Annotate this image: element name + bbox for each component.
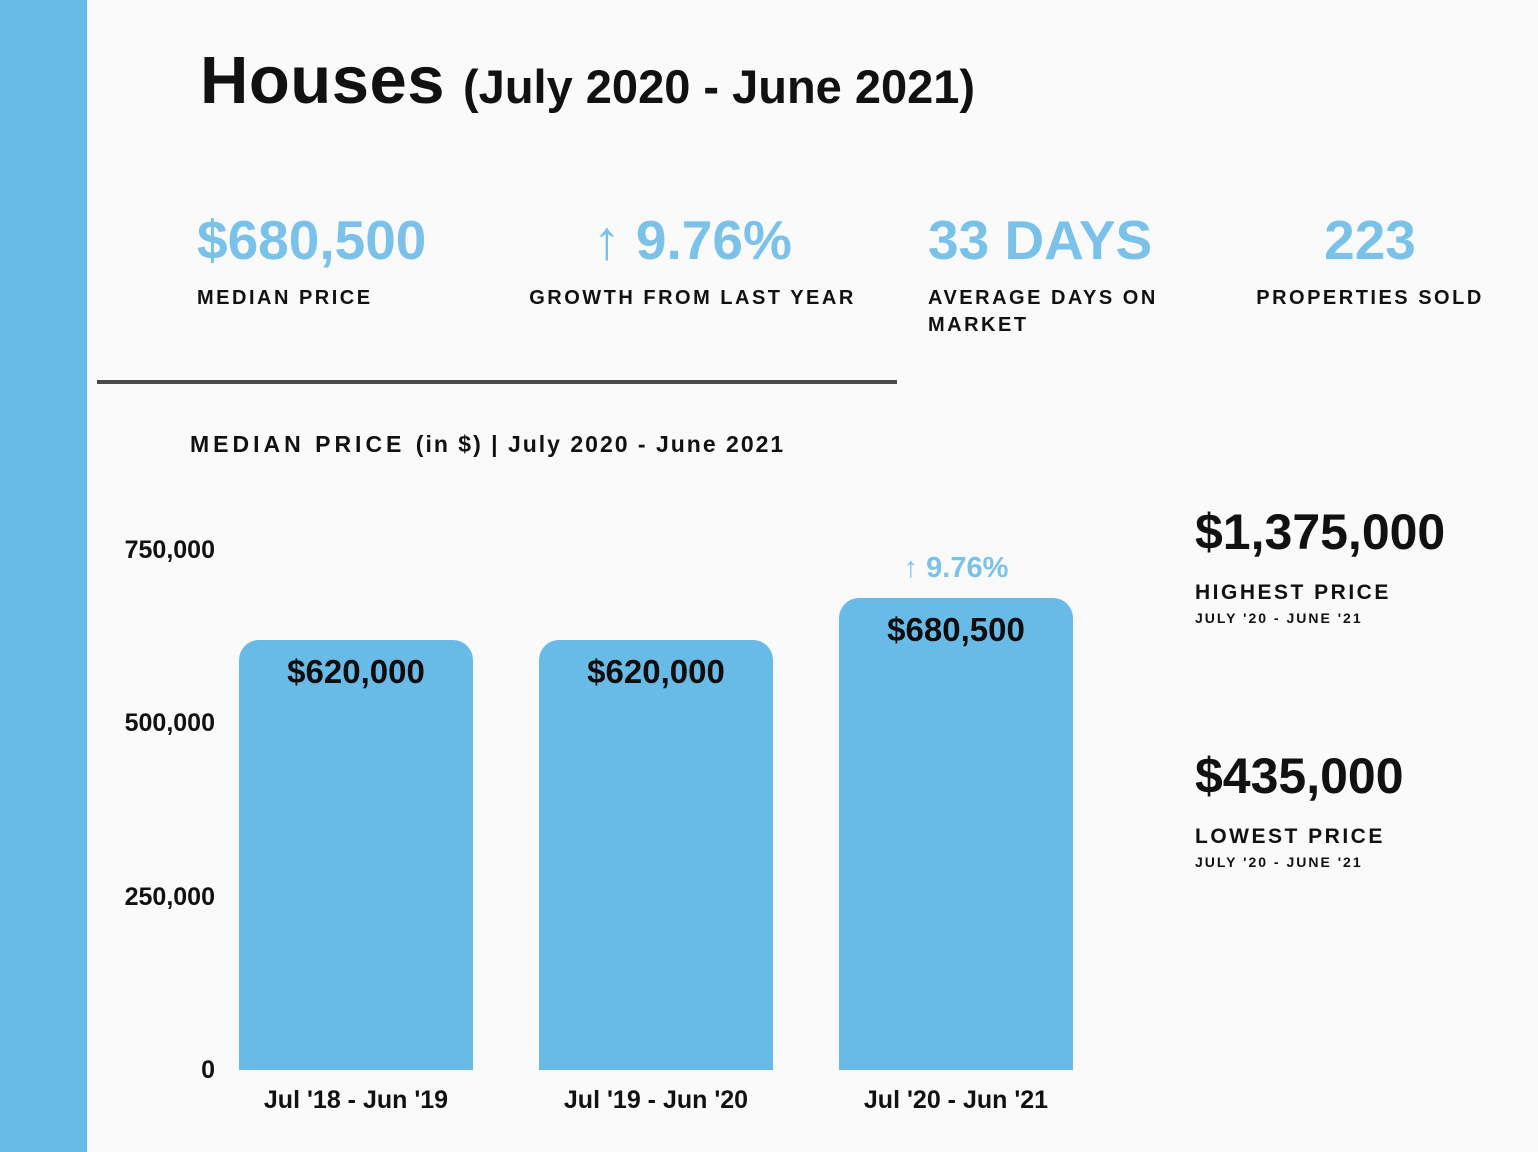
stat-growth-label: GROWTH FROM LAST YEAR [529,287,856,309]
y-axis-tick-label: 0 [201,1056,215,1084]
page-subtitle: (July 2020 - June 2021) [463,60,976,113]
stat-growth-value: ↑ 9.76% [593,209,792,271]
chart-title-suffix: (in $) | July 2020 - June 2021 [415,431,786,457]
stat-lowest-price: $435,000 LOWEST PRICE JULY '20 - JUNE '2… [1195,747,1525,870]
x-axis-category-label: Jul '20 - Jun '21 [863,1086,1049,1114]
stat-growth: ↑ 9.76% GROWTH FROM LAST YEAR [515,207,870,312]
growth-annotation: ↑ 9.76% [903,552,1009,585]
bar: $620,000 [239,640,473,1070]
stat-lowest-price-value: $435,000 [1195,748,1404,804]
stat-days-on-market-label: AVERAGE DAYS ON MARKET [928,287,1158,336]
y-axis-tick-label: 250,000 [124,882,215,911]
stat-highest-price: $1,375,000 HIGHEST PRICE JULY '20 - JUNE… [1195,503,1525,626]
stat-properties-sold-value: 223 [1324,209,1416,271]
stat-properties-sold-label: PROPERTIES SOLD [1256,287,1484,309]
accent-stripe [0,0,87,1152]
y-axis-tick-label: 750,000 [124,536,215,564]
stat-highest-price-period: JULY '20 - JUNE '21 [1195,610,1363,626]
y-axis-tick-label: 500,000 [124,709,215,738]
x-axis-category-label: Jul '19 - Jun '20 [563,1086,749,1114]
stat-days-on-market-value: 33 DAYS [928,209,1153,271]
stat-median-price-value: $680,500 [197,209,427,271]
stat-properties-sold: 223 PROPERTIES SOLD [1240,207,1500,312]
stat-median-price-label: MEDIAN PRICE [197,287,373,309]
x-axis-category-label: Jul '18 - Jun '19 [263,1086,449,1114]
stat-median-price: $680,500 MEDIAN PRICE [197,207,497,312]
stat-days-on-market: 33 DAYS AVERAGE DAYS ON MARKET [928,207,1183,339]
chart-title: MEDIAN PRICE [190,431,406,457]
page-title: Houses [200,43,446,118]
stat-lowest-price-label: LOWEST PRICE [1195,825,1385,848]
page-header: Houses (July 2020 - June 2021) [200,43,976,118]
bar: $680,500 [839,598,1073,1070]
stat-highest-price-value: $1,375,000 [1195,504,1446,560]
bar-value-label: $680,500 [887,611,1025,649]
chart-heading: MEDIAN PRICE (in $) | July 2020 - June 2… [190,431,785,458]
bar-value-label: $620,000 [287,653,425,691]
section-divider [97,380,897,384]
bar: $620,000 [539,640,773,1070]
bar-value-label: $620,000 [587,653,725,691]
stat-lowest-price-period: JULY '20 - JUNE '21 [1195,854,1363,870]
stat-highest-price-label: HIGHEST PRICE [1195,581,1391,604]
